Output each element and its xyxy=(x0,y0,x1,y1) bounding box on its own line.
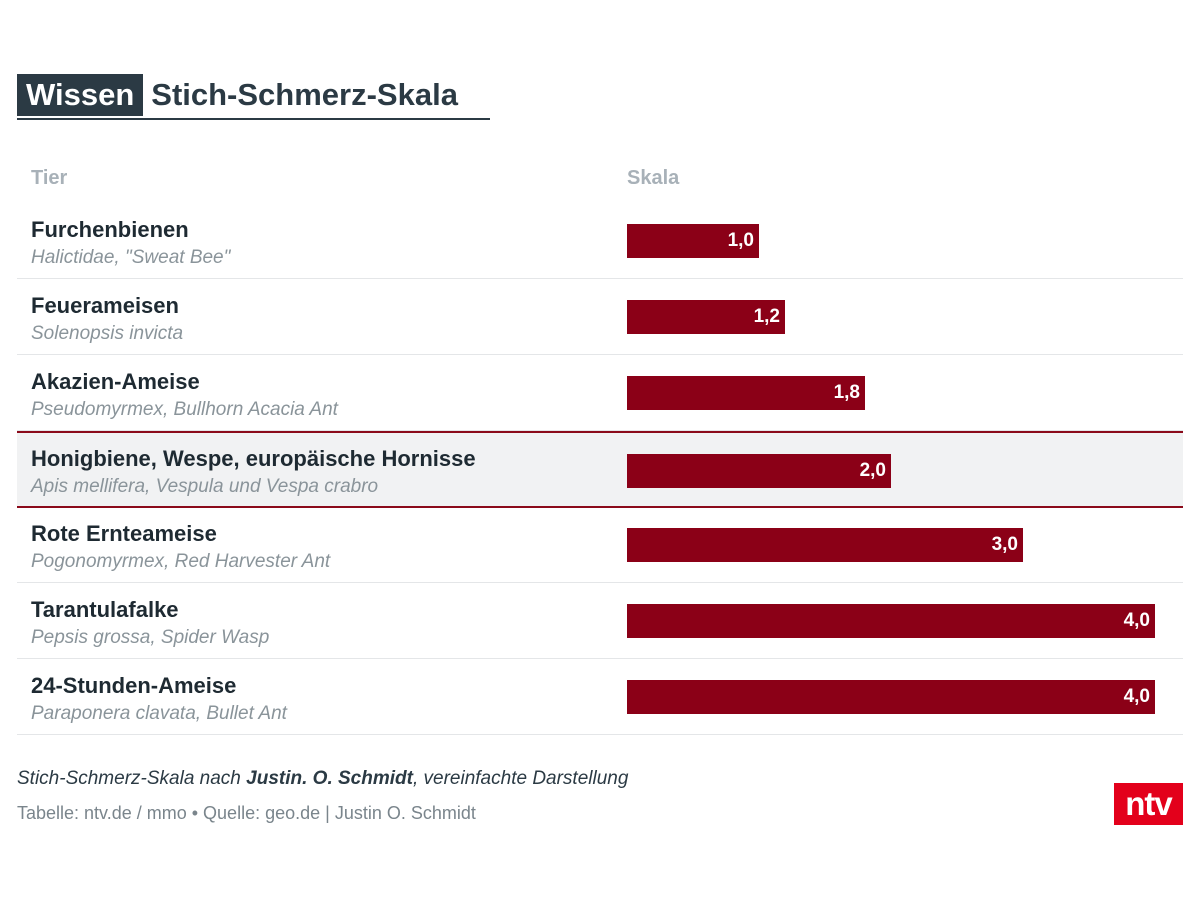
row-latin-name: Pepsis grossa, Spider Wasp xyxy=(31,627,270,648)
footnote-author: Justin. O. Schmidt xyxy=(246,768,413,789)
chart-header: Wissen Stich-Schmerz-Skala xyxy=(17,74,490,120)
row-animal-name: Furchenbienen xyxy=(31,217,189,242)
footnote-prefix: Stich-Schmerz-Skala nach xyxy=(17,768,247,789)
value-label: 1,2 xyxy=(753,306,780,327)
value-bar: 2,0 xyxy=(627,454,891,488)
column-header-scale: Skala xyxy=(627,167,680,189)
row-latin-name: Pseudomyrmex, Bullhorn Acacia Ant xyxy=(31,399,338,420)
row-latin-name: Solenopsis invicta xyxy=(31,323,184,344)
value-bar: 1,8 xyxy=(627,376,865,410)
value-label: 4,0 xyxy=(1123,686,1150,707)
chart-row: Honigbiene, Wespe, europäische Hornisse A… xyxy=(17,431,1183,508)
footnote: Stich-Schmerz-Skala nach Justin. O. Schm… xyxy=(17,768,628,790)
ntv-logo[interactable]: ntv xyxy=(1114,783,1183,825)
value-bar: 1,2 xyxy=(627,300,785,334)
row-animal-name: Rote Ernteameise xyxy=(31,521,217,546)
footnote-suffix: , vereinfachte Darstellung xyxy=(412,768,629,789)
value-bar: 1,0 xyxy=(627,224,759,258)
kicker-badge: Wissen xyxy=(17,74,144,116)
chart-row: Feuerameisen Solenopsis invicta 1,2 xyxy=(17,280,1183,355)
chart-row: Furchenbienen Halictidae, "Sweat Bee" 1,0 xyxy=(17,204,1183,279)
row-latin-name: Paraponera clavata, Bullet Ant xyxy=(31,703,287,724)
value-label: 4,0 xyxy=(1123,610,1150,631)
row-latin-name: Apis mellifera, Vespula und Vespa crabro xyxy=(31,476,379,497)
row-animal-name: 24-Stunden-Ameise xyxy=(31,673,237,698)
value-label: 3,0 xyxy=(991,534,1018,555)
value-bar: 4,0 xyxy=(627,604,1155,638)
value-label: 2,0 xyxy=(859,460,886,481)
column-header-animal: Tier xyxy=(31,167,68,189)
value-bar: 3,0 xyxy=(627,528,1023,562)
source-line: Tabelle: ntv.de / mmo • Quelle: geo.de |… xyxy=(17,803,476,823)
row-latin-name: Pogonomyrmex, Red Harvester Ant xyxy=(31,551,331,572)
chart-row: Tarantulafalke Pepsis grossa, Spider Wasp… xyxy=(17,584,1183,659)
chart-title: Stich-Schmerz-Skala xyxy=(151,77,458,112)
chart-row: Akazien-Ameise Pseudomyrmex, Bullhorn Aca… xyxy=(17,356,1183,431)
chart-row: 24-Stunden-Ameise Paraponera clavata, Bul… xyxy=(17,660,1183,735)
row-animal-name: Feuerameisen xyxy=(31,293,179,318)
value-bar: 4,0 xyxy=(627,680,1155,714)
row-animal-name: Honigbiene, Wespe, europäische Hornisse xyxy=(31,446,476,471)
row-animal-name: Akazien-Ameise xyxy=(31,369,200,394)
row-latin-name: Halictidae, "Sweat Bee" xyxy=(31,247,231,268)
value-label: 1,0 xyxy=(727,230,754,251)
value-label: 1,8 xyxy=(833,382,860,403)
chart-row: Rote Ernteameise Pogonomyrmex, Red Harves… xyxy=(17,508,1183,583)
row-animal-name: Tarantulafalke xyxy=(31,597,179,622)
